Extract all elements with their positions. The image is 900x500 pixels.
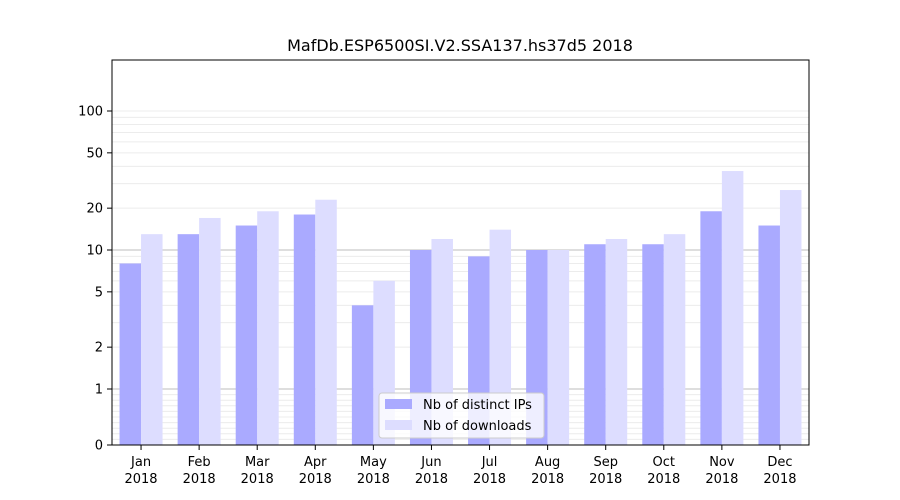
y-tick-label: 1 — [95, 383, 103, 398]
x-tick-label-month: Jun — [420, 455, 441, 470]
y-tick-label: 0 — [95, 439, 103, 454]
bar-downloads — [199, 217, 221, 445]
legend-swatch — [385, 420, 412, 430]
legend-swatch — [385, 399, 412, 409]
x-tick-label-year: 2018 — [531, 472, 564, 487]
x-axis: Jan 2018 Feb 2018 Mar 2018 Apr 2018 May 2018 Jun 20… — [124, 445, 797, 487]
bar-distinct-ips — [293, 214, 316, 445]
legend: Nb of distinct IPs Nb of downloads — [378, 392, 545, 439]
x-tick-label-month: May — [360, 455, 387, 470]
y-tick-label: 10 — [86, 244, 103, 259]
x-tick-label-year: 2018 — [183, 472, 216, 487]
y-tick-label: 2 — [95, 341, 103, 356]
legend-box — [378, 392, 545, 439]
x-tick-label-month: Feb — [188, 455, 211, 470]
legend-label: Nb of downloads — [423, 419, 532, 434]
x-tick-label-month: Aug — [535, 455, 560, 470]
x-tick-label-month: Apr — [304, 455, 327, 470]
bar-downloads — [721, 171, 744, 445]
x-tick-label-month: Dec — [767, 455, 792, 470]
x-tick-label-year: 2018 — [647, 472, 680, 487]
bar-distinct-ips — [584, 244, 606, 445]
x-tick-label-year: 2018 — [357, 472, 390, 487]
bar-distinct-ips — [235, 225, 258, 445]
x-tick-label-year: 2018 — [299, 472, 332, 487]
x-tick-label-year: 2018 — [473, 472, 506, 487]
bar-downloads — [489, 229, 512, 445]
x-tick-label-year: 2018 — [241, 472, 274, 487]
bar-distinct-ips — [700, 211, 722, 445]
bar-distinct-ips — [642, 244, 664, 445]
bar-downloads — [779, 190, 802, 445]
x-tick-label-month: Oct — [653, 455, 675, 470]
y-tick-label: 5 — [95, 285, 103, 300]
bar-distinct-ips — [351, 305, 374, 445]
bar-distinct-ips — [758, 225, 780, 445]
x-tick-label-year: 2018 — [415, 472, 448, 487]
bar-distinct-ips — [177, 234, 200, 445]
x-tick-label-year: 2018 — [589, 472, 622, 487]
x-tick-label-month: Sep — [593, 455, 618, 470]
x-tick-label-month: Mar — [245, 455, 270, 470]
y-tick-label: 100 — [78, 105, 103, 120]
bar-downloads — [605, 238, 628, 445]
y-tick-label: 20 — [86, 202, 103, 217]
chart-title: MafDb.ESP6500SI.V2.SSA137.hs37d5 2018 — [287, 36, 633, 55]
x-tick-label-month: Jul — [481, 455, 498, 470]
bar-downloads — [547, 250, 570, 445]
y-tick-label: 50 — [86, 146, 103, 161]
bar-distinct-ips — [119, 263, 142, 445]
plot-frame — [111, 59, 810, 446]
x-tick-label-year: 2018 — [705, 472, 738, 487]
bar-downloads — [257, 211, 279, 445]
x-tick-label-month: Nov — [709, 455, 735, 470]
bar-downloads — [663, 234, 686, 445]
legend-label: Nb of distinct IPs — [423, 398, 532, 413]
x-tick-label-month: Jan — [130, 455, 151, 470]
bar-downloads — [315, 199, 337, 445]
x-tick-label-year: 2018 — [124, 472, 157, 487]
y-axis: 0 1 2 5 10 20 50 100 — [78, 105, 112, 454]
bar-downloads — [141, 234, 163, 445]
x-tick-label-year: 2018 — [763, 472, 796, 487]
